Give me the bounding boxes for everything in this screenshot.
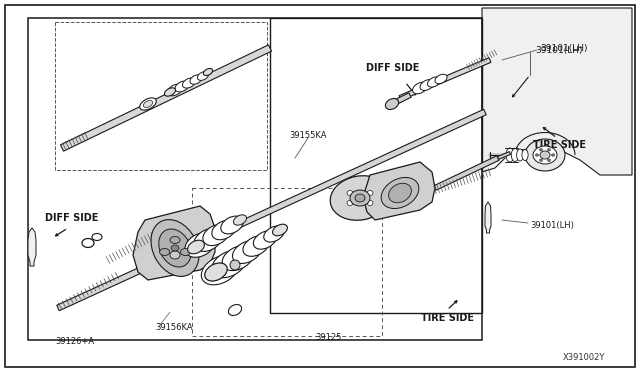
Ellipse shape bbox=[212, 250, 246, 278]
Ellipse shape bbox=[511, 148, 518, 161]
Ellipse shape bbox=[194, 228, 222, 251]
Polygon shape bbox=[61, 45, 271, 151]
Ellipse shape bbox=[168, 84, 182, 96]
Bar bbox=[28, 18, 482, 340]
Ellipse shape bbox=[205, 263, 227, 281]
Ellipse shape bbox=[540, 151, 550, 159]
Ellipse shape bbox=[202, 255, 239, 285]
Ellipse shape bbox=[357, 190, 363, 196]
Ellipse shape bbox=[170, 237, 180, 244]
Ellipse shape bbox=[159, 229, 191, 267]
Text: TIRE SIDE: TIRE SIDE bbox=[534, 140, 586, 150]
Ellipse shape bbox=[355, 194, 365, 202]
Polygon shape bbox=[363, 162, 435, 220]
Ellipse shape bbox=[151, 219, 199, 276]
Ellipse shape bbox=[175, 81, 189, 92]
Ellipse shape bbox=[525, 139, 565, 171]
Ellipse shape bbox=[347, 190, 353, 196]
Text: X391002Y: X391002Y bbox=[563, 353, 605, 362]
Polygon shape bbox=[434, 156, 499, 190]
Ellipse shape bbox=[197, 72, 209, 80]
Ellipse shape bbox=[171, 245, 179, 251]
Ellipse shape bbox=[413, 82, 428, 94]
Polygon shape bbox=[28, 228, 36, 266]
Ellipse shape bbox=[522, 150, 528, 160]
Ellipse shape bbox=[350, 190, 370, 206]
Polygon shape bbox=[497, 152, 511, 159]
Ellipse shape bbox=[330, 176, 390, 220]
Ellipse shape bbox=[170, 251, 180, 259]
Ellipse shape bbox=[212, 220, 236, 240]
Ellipse shape bbox=[82, 238, 94, 247]
Polygon shape bbox=[133, 206, 215, 280]
Ellipse shape bbox=[547, 148, 550, 151]
Ellipse shape bbox=[180, 248, 190, 256]
Ellipse shape bbox=[188, 240, 204, 254]
Ellipse shape bbox=[185, 233, 215, 257]
Ellipse shape bbox=[164, 88, 175, 96]
Ellipse shape bbox=[533, 146, 557, 164]
Ellipse shape bbox=[204, 68, 212, 76]
Ellipse shape bbox=[222, 246, 254, 270]
Ellipse shape bbox=[547, 159, 550, 161]
Polygon shape bbox=[482, 8, 632, 175]
Ellipse shape bbox=[273, 224, 287, 236]
Text: DIFF SIDE: DIFF SIDE bbox=[45, 213, 99, 223]
Ellipse shape bbox=[92, 234, 102, 241]
Polygon shape bbox=[399, 58, 491, 100]
Ellipse shape bbox=[385, 99, 399, 109]
Ellipse shape bbox=[190, 75, 202, 84]
Polygon shape bbox=[485, 202, 491, 233]
Ellipse shape bbox=[140, 98, 156, 110]
Ellipse shape bbox=[253, 231, 276, 249]
Text: 39101(LH): 39101(LH) bbox=[535, 45, 582, 55]
Ellipse shape bbox=[367, 190, 373, 196]
Ellipse shape bbox=[234, 215, 246, 225]
Ellipse shape bbox=[435, 74, 447, 84]
Ellipse shape bbox=[203, 224, 229, 246]
Bar bbox=[55, 22, 267, 170]
Ellipse shape bbox=[536, 154, 538, 156]
Text: TIRE SIDE: TIRE SIDE bbox=[422, 313, 474, 323]
Ellipse shape bbox=[143, 100, 152, 108]
Bar bbox=[270, 18, 482, 313]
Ellipse shape bbox=[367, 201, 373, 205]
Ellipse shape bbox=[230, 260, 240, 270]
Ellipse shape bbox=[232, 241, 262, 263]
Ellipse shape bbox=[243, 236, 269, 256]
Ellipse shape bbox=[506, 148, 514, 162]
Ellipse shape bbox=[540, 148, 543, 151]
Ellipse shape bbox=[228, 305, 242, 315]
Text: 39125: 39125 bbox=[315, 334, 341, 343]
Ellipse shape bbox=[388, 183, 412, 203]
Ellipse shape bbox=[428, 77, 440, 87]
Ellipse shape bbox=[420, 80, 434, 90]
Polygon shape bbox=[389, 93, 411, 107]
Polygon shape bbox=[57, 109, 486, 311]
Ellipse shape bbox=[347, 201, 353, 205]
Text: 39156KA: 39156KA bbox=[155, 324, 193, 333]
Ellipse shape bbox=[159, 248, 170, 256]
Ellipse shape bbox=[264, 226, 284, 242]
Text: DIFF SIDE: DIFF SIDE bbox=[366, 63, 420, 73]
Ellipse shape bbox=[552, 154, 554, 156]
Text: 39101(LH): 39101(LH) bbox=[540, 44, 588, 52]
Bar bbox=[192, 188, 382, 336]
Ellipse shape bbox=[221, 216, 243, 234]
Ellipse shape bbox=[357, 201, 363, 205]
Text: 39155KA: 39155KA bbox=[289, 131, 327, 140]
Ellipse shape bbox=[387, 177, 403, 189]
Text: 39101(LH): 39101(LH) bbox=[530, 221, 574, 230]
Ellipse shape bbox=[540, 159, 543, 161]
Ellipse shape bbox=[516, 149, 524, 161]
Text: 39126+A: 39126+A bbox=[55, 337, 94, 346]
Ellipse shape bbox=[381, 177, 419, 209]
Ellipse shape bbox=[182, 78, 195, 88]
